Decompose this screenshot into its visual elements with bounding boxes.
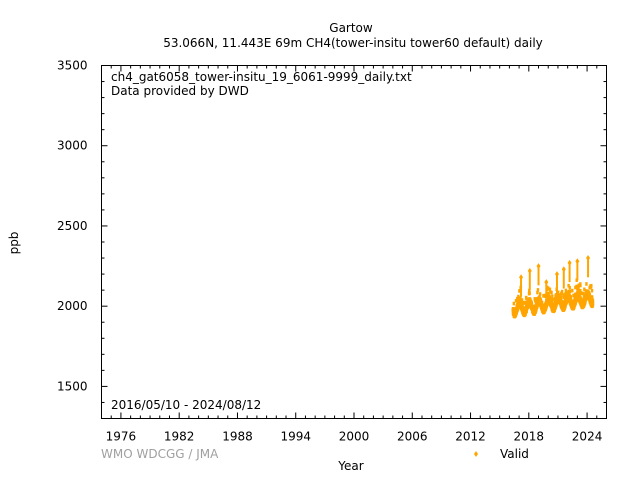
x-tick-label: 1994 [280,430,311,444]
data-point [517,294,520,299]
data-point [516,296,519,301]
legend-marker [474,451,478,457]
data-point [560,295,563,300]
data-point [562,293,565,297]
data-point [581,291,585,296]
y-tick-label: 1500 [57,379,88,393]
y-axis: 1500 2000 2500 3000 3500 [57,59,607,403]
data-point [583,287,586,292]
data-point [524,312,527,316]
data-point [514,298,518,303]
data-point [524,300,527,305]
data-point [544,279,549,286]
data-point [567,283,570,288]
data-point [538,292,542,296]
data-points [511,255,595,319]
data-point [540,300,544,305]
data-point [568,289,572,294]
x-axis: 1976 1982 1988 1994 2000 2006 2012 2018 2024 [106,65,607,444]
x-tick-label: 2024 [572,430,603,444]
x-tick-label: 1982 [164,430,195,444]
y-tick-label: 2000 [57,299,88,313]
data-point [590,295,594,299]
x-tick-label: 2018 [514,430,545,444]
data-point [567,259,572,266]
data-point [534,299,537,303]
data-point [512,301,516,306]
data-point [571,288,574,293]
x-tick-label: 1976 [106,430,137,444]
data-point [520,298,524,302]
data-point [533,297,536,301]
data-point [527,267,532,274]
legend: Valid [474,447,529,461]
data-point [591,301,595,306]
data-point [560,289,564,294]
y-tick-label: 2500 [57,219,88,233]
data-point [586,255,591,262]
data-point [536,288,540,292]
data-point [554,293,558,297]
data-point [518,289,521,293]
legend-label-valid: Valid [500,447,529,461]
chart-subtitle: 53.066N, 11.443E 69m CH4(tower-insitu to… [163,36,543,50]
data-point [568,285,571,290]
data-point [551,294,554,299]
data-point [590,283,593,288]
y-axis-label: ppb [7,232,21,255]
y-tick-label: 3000 [57,139,88,153]
data-point [562,295,566,300]
data-point [565,289,568,294]
data-point [528,291,531,296]
data-point [560,291,563,296]
data-point [575,284,578,289]
x-tick-label: 2006 [397,430,428,444]
data-point [580,291,583,295]
data-point [577,283,581,288]
chart-title: Gartow [329,21,373,35]
data-point [524,296,528,300]
data-point [590,288,594,293]
data-point [591,303,595,308]
x-tick-label: 2000 [339,430,370,444]
y-tick-label: 3500 [57,59,88,73]
data-point [556,290,560,295]
data-point [579,288,582,293]
plot-frame [101,65,607,419]
data-point [577,286,580,291]
data-point [519,296,522,300]
x-tick-label: 1988 [222,430,253,444]
data-point [547,286,550,291]
x-tick-label: 2012 [455,430,486,444]
data-point [551,297,555,302]
data-point [522,301,526,305]
data-point [550,290,553,295]
data-point [569,295,573,299]
data-point [530,301,533,306]
data-point [543,294,547,298]
data-point [591,298,595,303]
data-point [536,290,539,295]
data-point [579,283,582,288]
data-point [585,282,588,286]
data-point [519,274,524,281]
data-point [536,263,541,270]
data-point [561,266,566,273]
filename-annotation: ch4_gat6058_tower-insitu_19_6061-9999_da… [111,70,412,84]
provider-annotation: Data provided by DWD [111,84,249,98]
credit-text: WMO WDCGG / JMA [101,447,219,461]
data-point [554,271,559,278]
x-axis-label: Year [337,459,363,473]
data-point [574,285,577,290]
data-point [548,287,552,292]
data-point [575,258,580,265]
period-annotation: 2016/05/10 - 2024/08/12 [111,398,261,412]
data-point [528,288,531,293]
